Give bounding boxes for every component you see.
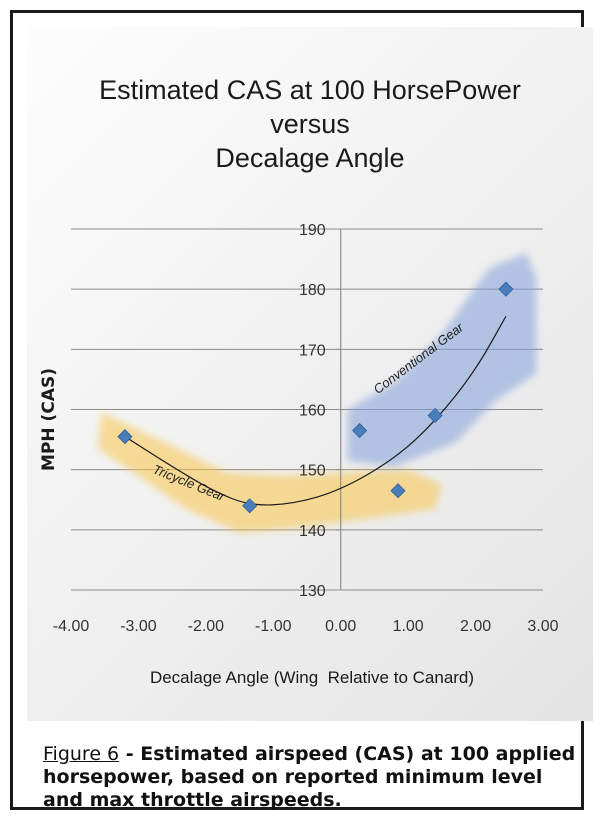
figure-label: Figure 6 xyxy=(43,743,120,765)
x-tick-label: -3.00 xyxy=(120,618,157,635)
conventional-gear-band xyxy=(347,253,537,467)
x-tick-label: -2.00 xyxy=(188,618,225,635)
data-point-diamond xyxy=(117,429,133,445)
y-tick-label: 130 xyxy=(299,583,326,600)
y-tick-label: 150 xyxy=(299,463,326,480)
data-point-diamond xyxy=(352,422,368,439)
y-tick-label: 140 xyxy=(299,523,326,540)
tricycle-gear-band xyxy=(97,412,442,533)
x-tick-label: 1.00 xyxy=(393,618,424,635)
chart-title-line: Estimated CAS at 100 HorsePower xyxy=(99,75,521,105)
caption-text: - Estimated airspeed (CAS) at 100 applie… xyxy=(43,743,576,811)
data-point-diamond xyxy=(498,281,514,297)
x-tick-label: -1.00 xyxy=(255,618,292,635)
x-tick-label: -4.00 xyxy=(53,618,90,635)
y-tick-label: 180 xyxy=(299,282,326,299)
figure-frame: Estimated CAS at 100 HorsePower versus Dec… xyxy=(10,10,593,812)
chart-title: Estimated CAS at 100 HorsePower versus Dec… xyxy=(99,75,521,173)
x-tick-label: 3.00 xyxy=(527,618,558,635)
y-tick-label: 170 xyxy=(299,342,326,359)
chart-svg: Estimated CAS at 100 HorsePower versus Dec… xyxy=(39,75,559,687)
chart-title-line: Decalage Angle xyxy=(215,143,404,173)
y-tick-label: 190 xyxy=(299,222,326,239)
x-axis-title: Decalage Angle (Wing Relative to Canard) xyxy=(150,668,474,687)
x-tick-label: 2.00 xyxy=(460,618,491,635)
y-tick-label: 160 xyxy=(299,403,326,420)
data-point-diamond xyxy=(427,407,443,424)
y-axis-title: MPH (CAS) xyxy=(39,368,59,471)
chart-title-line: versus xyxy=(270,109,350,139)
data-point-diamond xyxy=(390,483,406,499)
x-tick-label: 0.00 xyxy=(325,618,356,635)
data-point-diamond xyxy=(242,498,258,514)
chart-area: Estimated CAS at 100 HorsePower versus Dec… xyxy=(27,27,593,721)
figure-caption: Figure 6 - Estimated airspeed (CAS) at 1… xyxy=(43,743,583,812)
